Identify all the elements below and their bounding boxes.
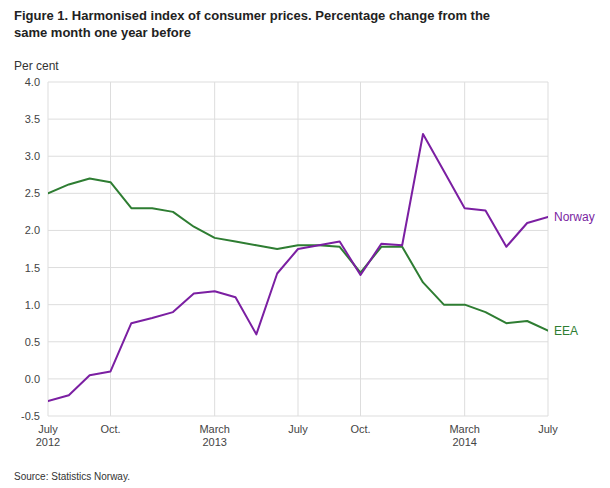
y-tick-label: -0.5 [21, 410, 40, 422]
x-tick-label: March2013 [199, 423, 230, 448]
series-label: Norway [554, 210, 595, 224]
source-note: Source: Statistics Norway. [14, 471, 130, 482]
x-grid-line [464, 82, 465, 416]
series-label: EEA [554, 324, 578, 338]
line-labels: EEA Norway [554, 210, 595, 338]
x-tick-label: July2012 [36, 423, 60, 448]
y-tick-label: 1.0 [25, 299, 40, 311]
y-axis-label: Per cent [14, 59, 59, 73]
title: Figure 1. Harmonised index of consumer p… [14, 8, 490, 40]
series-line [48, 134, 548, 401]
x-grid-line [214, 82, 215, 416]
y-tick-label: 4.0 [25, 76, 40, 88]
y-tick-label: 3.0 [25, 150, 40, 162]
x-grid-line [110, 82, 111, 416]
y-tick-label: 2.0 [25, 224, 40, 236]
y-tick-label: 0.5 [25, 336, 40, 348]
y-tick-label: 2.5 [25, 187, 40, 199]
x-tick-label: July [538, 423, 558, 435]
grid [48, 82, 548, 416]
chart: Figure 1. Harmonised index of consumer p… [0, 0, 610, 488]
x-grid-line [548, 82, 549, 416]
lines [48, 134, 548, 401]
y-tick-label: 0.0 [25, 373, 40, 385]
x-tick-label: March2014 [449, 423, 480, 448]
series-line [48, 178, 548, 330]
x-grid-line [360, 82, 361, 416]
axes: -0.5 0.0 0.5 1.0 1.5 2.0 2.5 3.0 3.5 4.0 July2012 O… [21, 76, 558, 448]
x-tick-label: Oct. [350, 423, 370, 435]
x-grid-line [48, 82, 49, 416]
x-tick-label: July [288, 423, 308, 435]
x-tick-label: Oct. [100, 423, 120, 435]
y-tick-label: 3.5 [25, 113, 40, 125]
y-tick-label: 1.5 [25, 262, 40, 274]
